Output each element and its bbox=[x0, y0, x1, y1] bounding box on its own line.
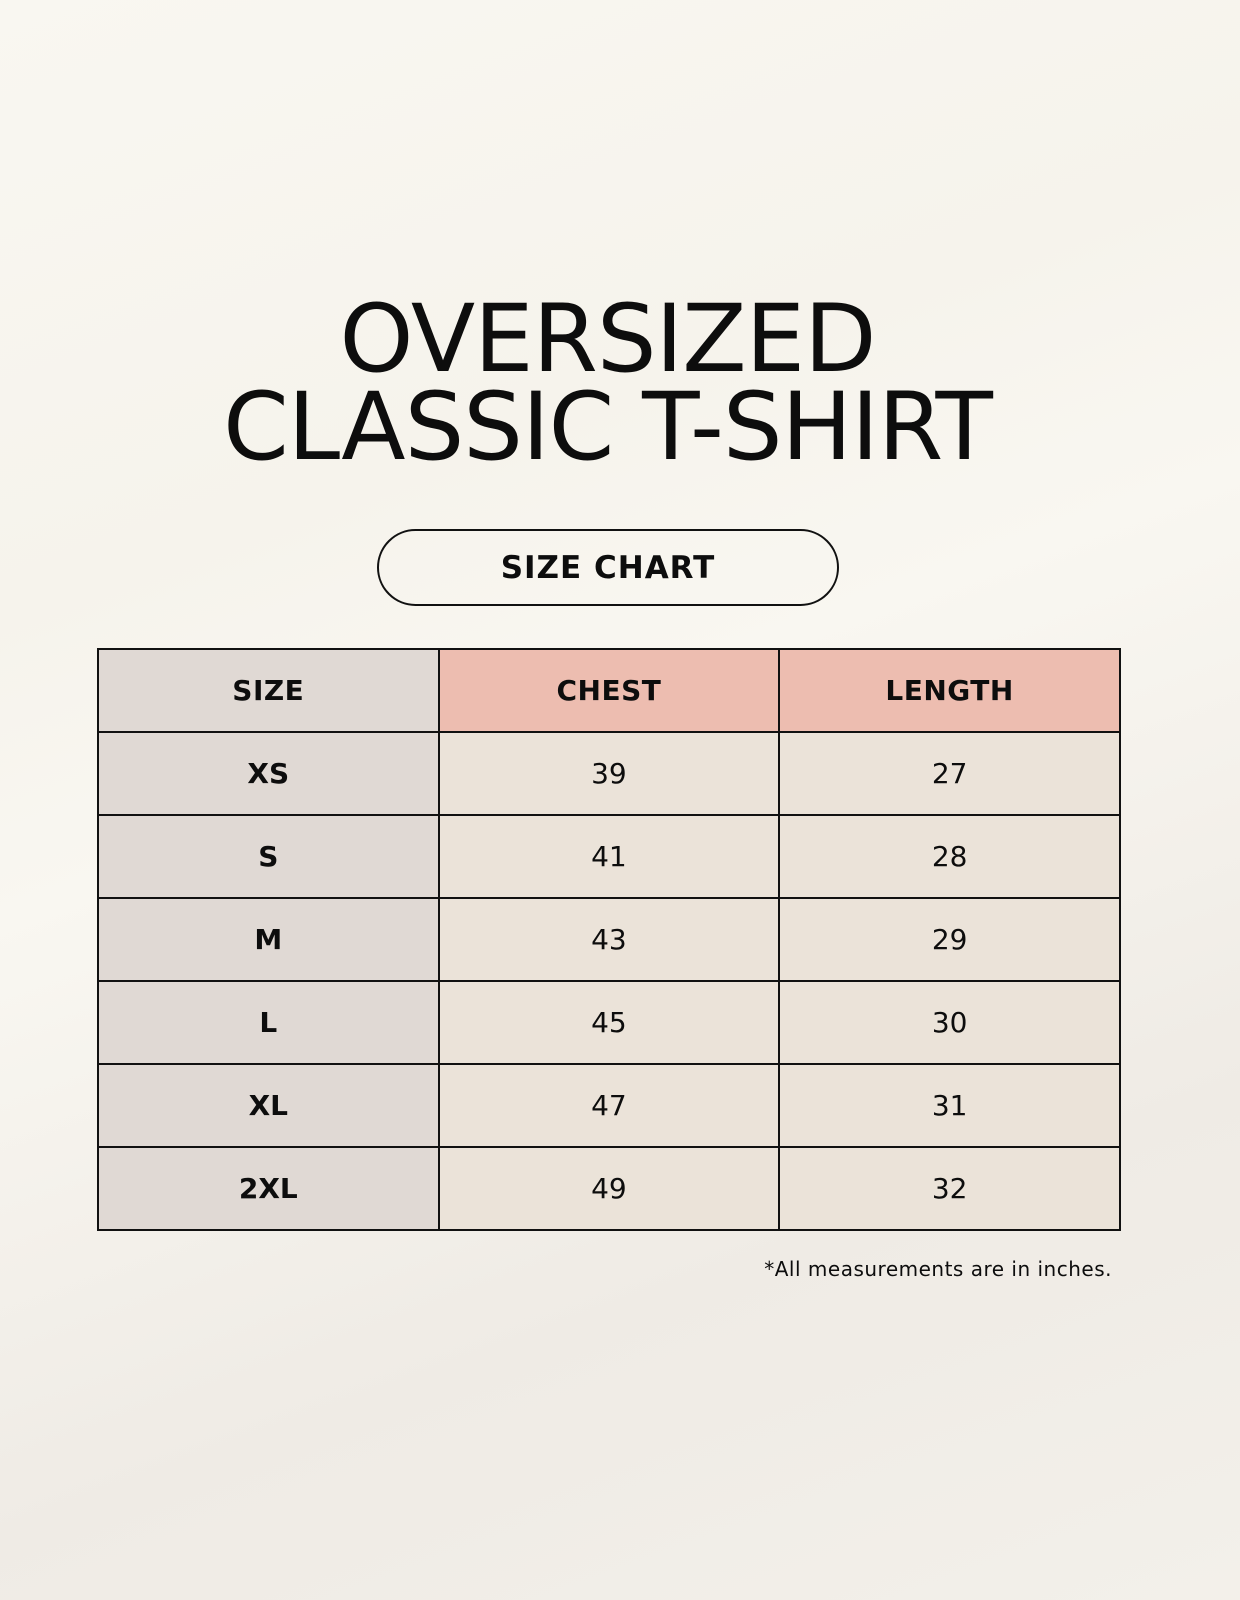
table-row: 2XL 49 32 bbox=[97, 1146, 1121, 1231]
cell-length: 28 bbox=[778, 814, 1121, 899]
cell-length: 27 bbox=[778, 731, 1121, 816]
title-line-2: CLASSIC T-SHIRT bbox=[223, 373, 993, 482]
size-chart-badge: SIZE CHART bbox=[377, 529, 839, 606]
header-length: LENGTH bbox=[778, 648, 1121, 733]
table-row: XS 39 27 bbox=[97, 731, 1121, 816]
table-header-row: SIZE CHEST LENGTH bbox=[97, 648, 1121, 733]
cell-chest: 45 bbox=[437, 980, 781, 1065]
cell-length: 29 bbox=[778, 897, 1121, 982]
table-row: L 45 30 bbox=[97, 980, 1121, 1065]
cell-size: L bbox=[97, 980, 440, 1065]
cell-size: 2XL bbox=[97, 1146, 440, 1231]
cell-size: S bbox=[97, 814, 440, 899]
table-row: M 43 29 bbox=[97, 897, 1121, 982]
page-title: OVERSIZED CLASSIC T-SHIRT bbox=[0, 285, 1215, 482]
cell-size: XS bbox=[97, 731, 440, 816]
cell-chest: 49 bbox=[437, 1146, 781, 1231]
size-table: SIZE CHEST LENGTH XS 39 27 S 41 28 M 43 29 L 45 30 X… bbox=[97, 648, 1121, 1231]
header-size: SIZE bbox=[97, 648, 440, 733]
footnote: *All measurements are in inches. bbox=[764, 1257, 1112, 1281]
cell-length: 32 bbox=[778, 1146, 1121, 1231]
cell-length: 30 bbox=[778, 980, 1121, 1065]
cell-size: M bbox=[97, 897, 440, 982]
cell-chest: 43 bbox=[437, 897, 781, 982]
header-chest: CHEST bbox=[437, 648, 781, 733]
cell-chest: 47 bbox=[437, 1063, 781, 1148]
cell-size: XL bbox=[97, 1063, 440, 1148]
table-row: S 41 28 bbox=[97, 814, 1121, 899]
title-line-1: OVERSIZED bbox=[339, 285, 877, 394]
table-row: XL 47 31 bbox=[97, 1063, 1121, 1148]
cell-chest: 41 bbox=[437, 814, 781, 899]
cell-length: 31 bbox=[778, 1063, 1121, 1148]
cell-chest: 39 bbox=[437, 731, 781, 816]
